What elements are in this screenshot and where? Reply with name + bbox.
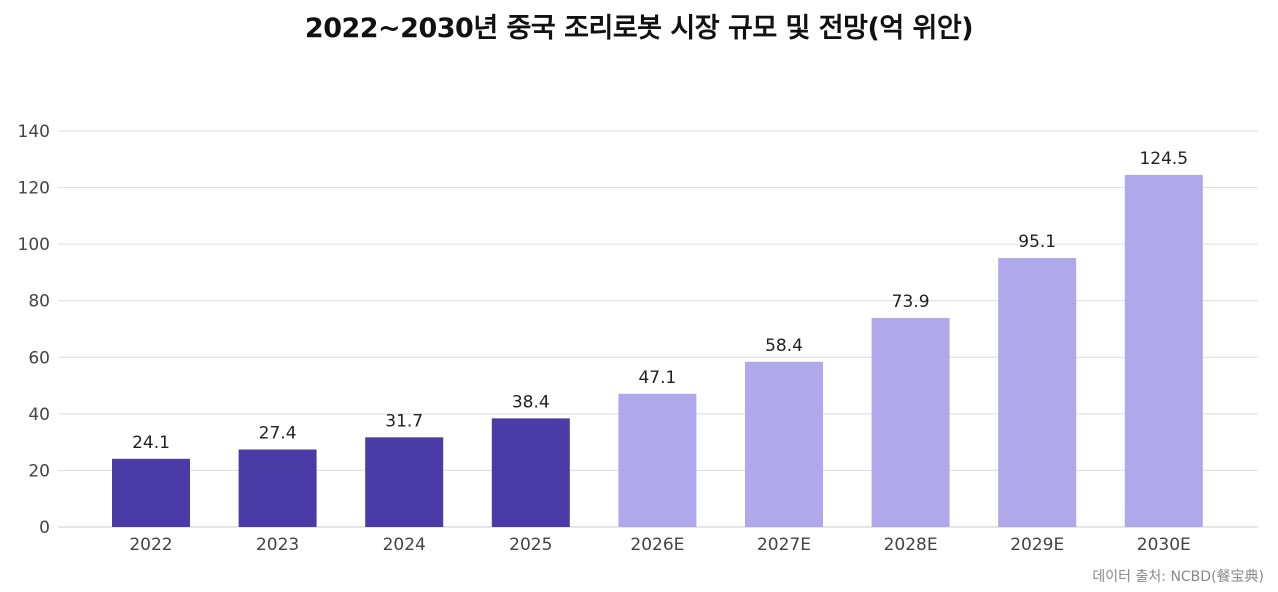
y-axis-ticks: 0 20 40 60 80 100 120 140 <box>18 122 50 538</box>
bar-2023 <box>238 449 317 527</box>
data-label: 73.9 <box>892 292 930 312</box>
data-label: 24.1 <box>132 433 170 453</box>
data-label: 58.4 <box>765 336 803 356</box>
bar-2030E <box>1124 174 1203 528</box>
data-labels: 24.1 27.4 31.7 38.4 47.1 58.4 73.9 95.1 124.5 <box>132 149 1188 453</box>
bar-2026E <box>618 393 697 527</box>
y-tick-label: 140 <box>18 122 50 142</box>
x-tick-label: 2022 <box>129 535 172 555</box>
data-label: 31.7 <box>385 411 423 431</box>
y-tick-label: 80 <box>28 292 50 312</box>
x-tick-label: 2025 <box>509 535 552 555</box>
source-note: 데이터 출처: NCBD(餐宝典) <box>1092 569 1264 585</box>
data-label: 95.1 <box>1018 232 1056 252</box>
y-tick-label: 40 <box>28 405 50 425</box>
y-tick-label: 120 <box>18 179 50 199</box>
y-tick-label: 60 <box>28 348 50 368</box>
x-tick-label: 2026E <box>630 535 684 555</box>
x-tick-label: 2024 <box>383 535 426 555</box>
x-tick-label: 2028E <box>884 535 938 555</box>
y-tick-label: 20 <box>28 461 50 481</box>
bar-2028E <box>871 317 950 527</box>
y-tick-label: 0 <box>39 518 50 538</box>
x-axis-ticks: 2022 2023 2024 2025 2026E 2027E 2028E 2029E 2030… <box>129 535 1190 555</box>
data-label: 47.1 <box>638 368 676 388</box>
bar-2029E <box>998 258 1077 527</box>
bar-2024 <box>365 437 444 527</box>
chart-title: 2022~2030년 중국 조리로봇 시장 규모 및 전망(억 위안) <box>304 13 974 44</box>
bar-2022 <box>112 458 190 527</box>
data-label: 27.4 <box>259 423 297 443</box>
data-label: 124.5 <box>1139 149 1188 169</box>
x-tick-label: 2027E <box>757 535 811 555</box>
y-tick-label: 100 <box>18 235 50 255</box>
x-tick-label: 2023 <box>256 535 299 555</box>
bar-2027E <box>745 361 823 527</box>
x-tick-label: 2030E <box>1137 535 1191 555</box>
bars <box>112 174 1203 528</box>
bar-2025 <box>491 418 570 527</box>
data-label: 38.4 <box>512 392 550 412</box>
x-tick-label: 2029E <box>1010 535 1064 555</box>
